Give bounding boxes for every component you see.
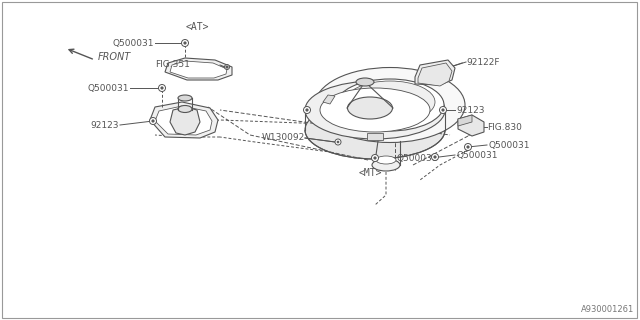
Circle shape: [335, 139, 341, 145]
Circle shape: [159, 84, 166, 92]
Text: Q500031: Q500031: [456, 150, 497, 159]
Circle shape: [150, 117, 157, 124]
Polygon shape: [458, 115, 484, 136]
Text: Q500031: Q500031: [88, 84, 129, 92]
Polygon shape: [323, 95, 335, 104]
Polygon shape: [170, 61, 227, 78]
Polygon shape: [415, 60, 455, 85]
Ellipse shape: [178, 106, 192, 113]
Text: <MT>: <MT>: [358, 168, 381, 178]
Text: A930001261: A930001261: [580, 305, 634, 314]
Circle shape: [440, 107, 447, 114]
Ellipse shape: [372, 159, 400, 171]
Circle shape: [161, 87, 163, 89]
Circle shape: [152, 120, 154, 122]
Polygon shape: [418, 63, 452, 86]
Polygon shape: [155, 106, 212, 135]
Circle shape: [337, 141, 339, 143]
Ellipse shape: [178, 95, 192, 101]
Circle shape: [467, 146, 469, 148]
Ellipse shape: [348, 97, 392, 119]
Circle shape: [225, 65, 230, 69]
Text: Q500031: Q500031: [488, 140, 529, 149]
Circle shape: [303, 107, 310, 114]
FancyBboxPatch shape: [2, 2, 637, 318]
Circle shape: [306, 109, 308, 111]
Text: FRONT: FRONT: [98, 52, 131, 62]
Ellipse shape: [305, 101, 445, 159]
Text: 92122F: 92122F: [466, 58, 499, 67]
Circle shape: [182, 39, 189, 46]
Text: 92123: 92123: [456, 106, 484, 115]
Text: Q500031: Q500031: [396, 154, 438, 163]
Text: FIG.830: FIG.830: [487, 123, 522, 132]
Text: Q500031: Q500031: [113, 38, 154, 47]
Circle shape: [465, 143, 472, 150]
Circle shape: [371, 155, 378, 162]
Polygon shape: [165, 58, 232, 80]
Ellipse shape: [305, 81, 445, 139]
Ellipse shape: [345, 81, 435, 123]
Text: <AT>: <AT>: [185, 22, 209, 32]
Circle shape: [374, 157, 376, 159]
Polygon shape: [170, 107, 200, 135]
Polygon shape: [458, 115, 472, 126]
Ellipse shape: [376, 156, 396, 164]
Ellipse shape: [356, 78, 374, 86]
Circle shape: [434, 156, 436, 158]
Circle shape: [226, 66, 228, 68]
Text: 92123: 92123: [90, 121, 119, 130]
Circle shape: [431, 154, 438, 161]
Circle shape: [184, 42, 186, 44]
Circle shape: [442, 109, 444, 111]
Ellipse shape: [315, 68, 465, 142]
Text: FIG.351: FIG.351: [155, 60, 190, 68]
Ellipse shape: [320, 88, 430, 132]
Ellipse shape: [336, 79, 444, 131]
Text: W130092: W130092: [262, 132, 305, 141]
Polygon shape: [150, 102, 218, 138]
FancyBboxPatch shape: [367, 133, 383, 140]
